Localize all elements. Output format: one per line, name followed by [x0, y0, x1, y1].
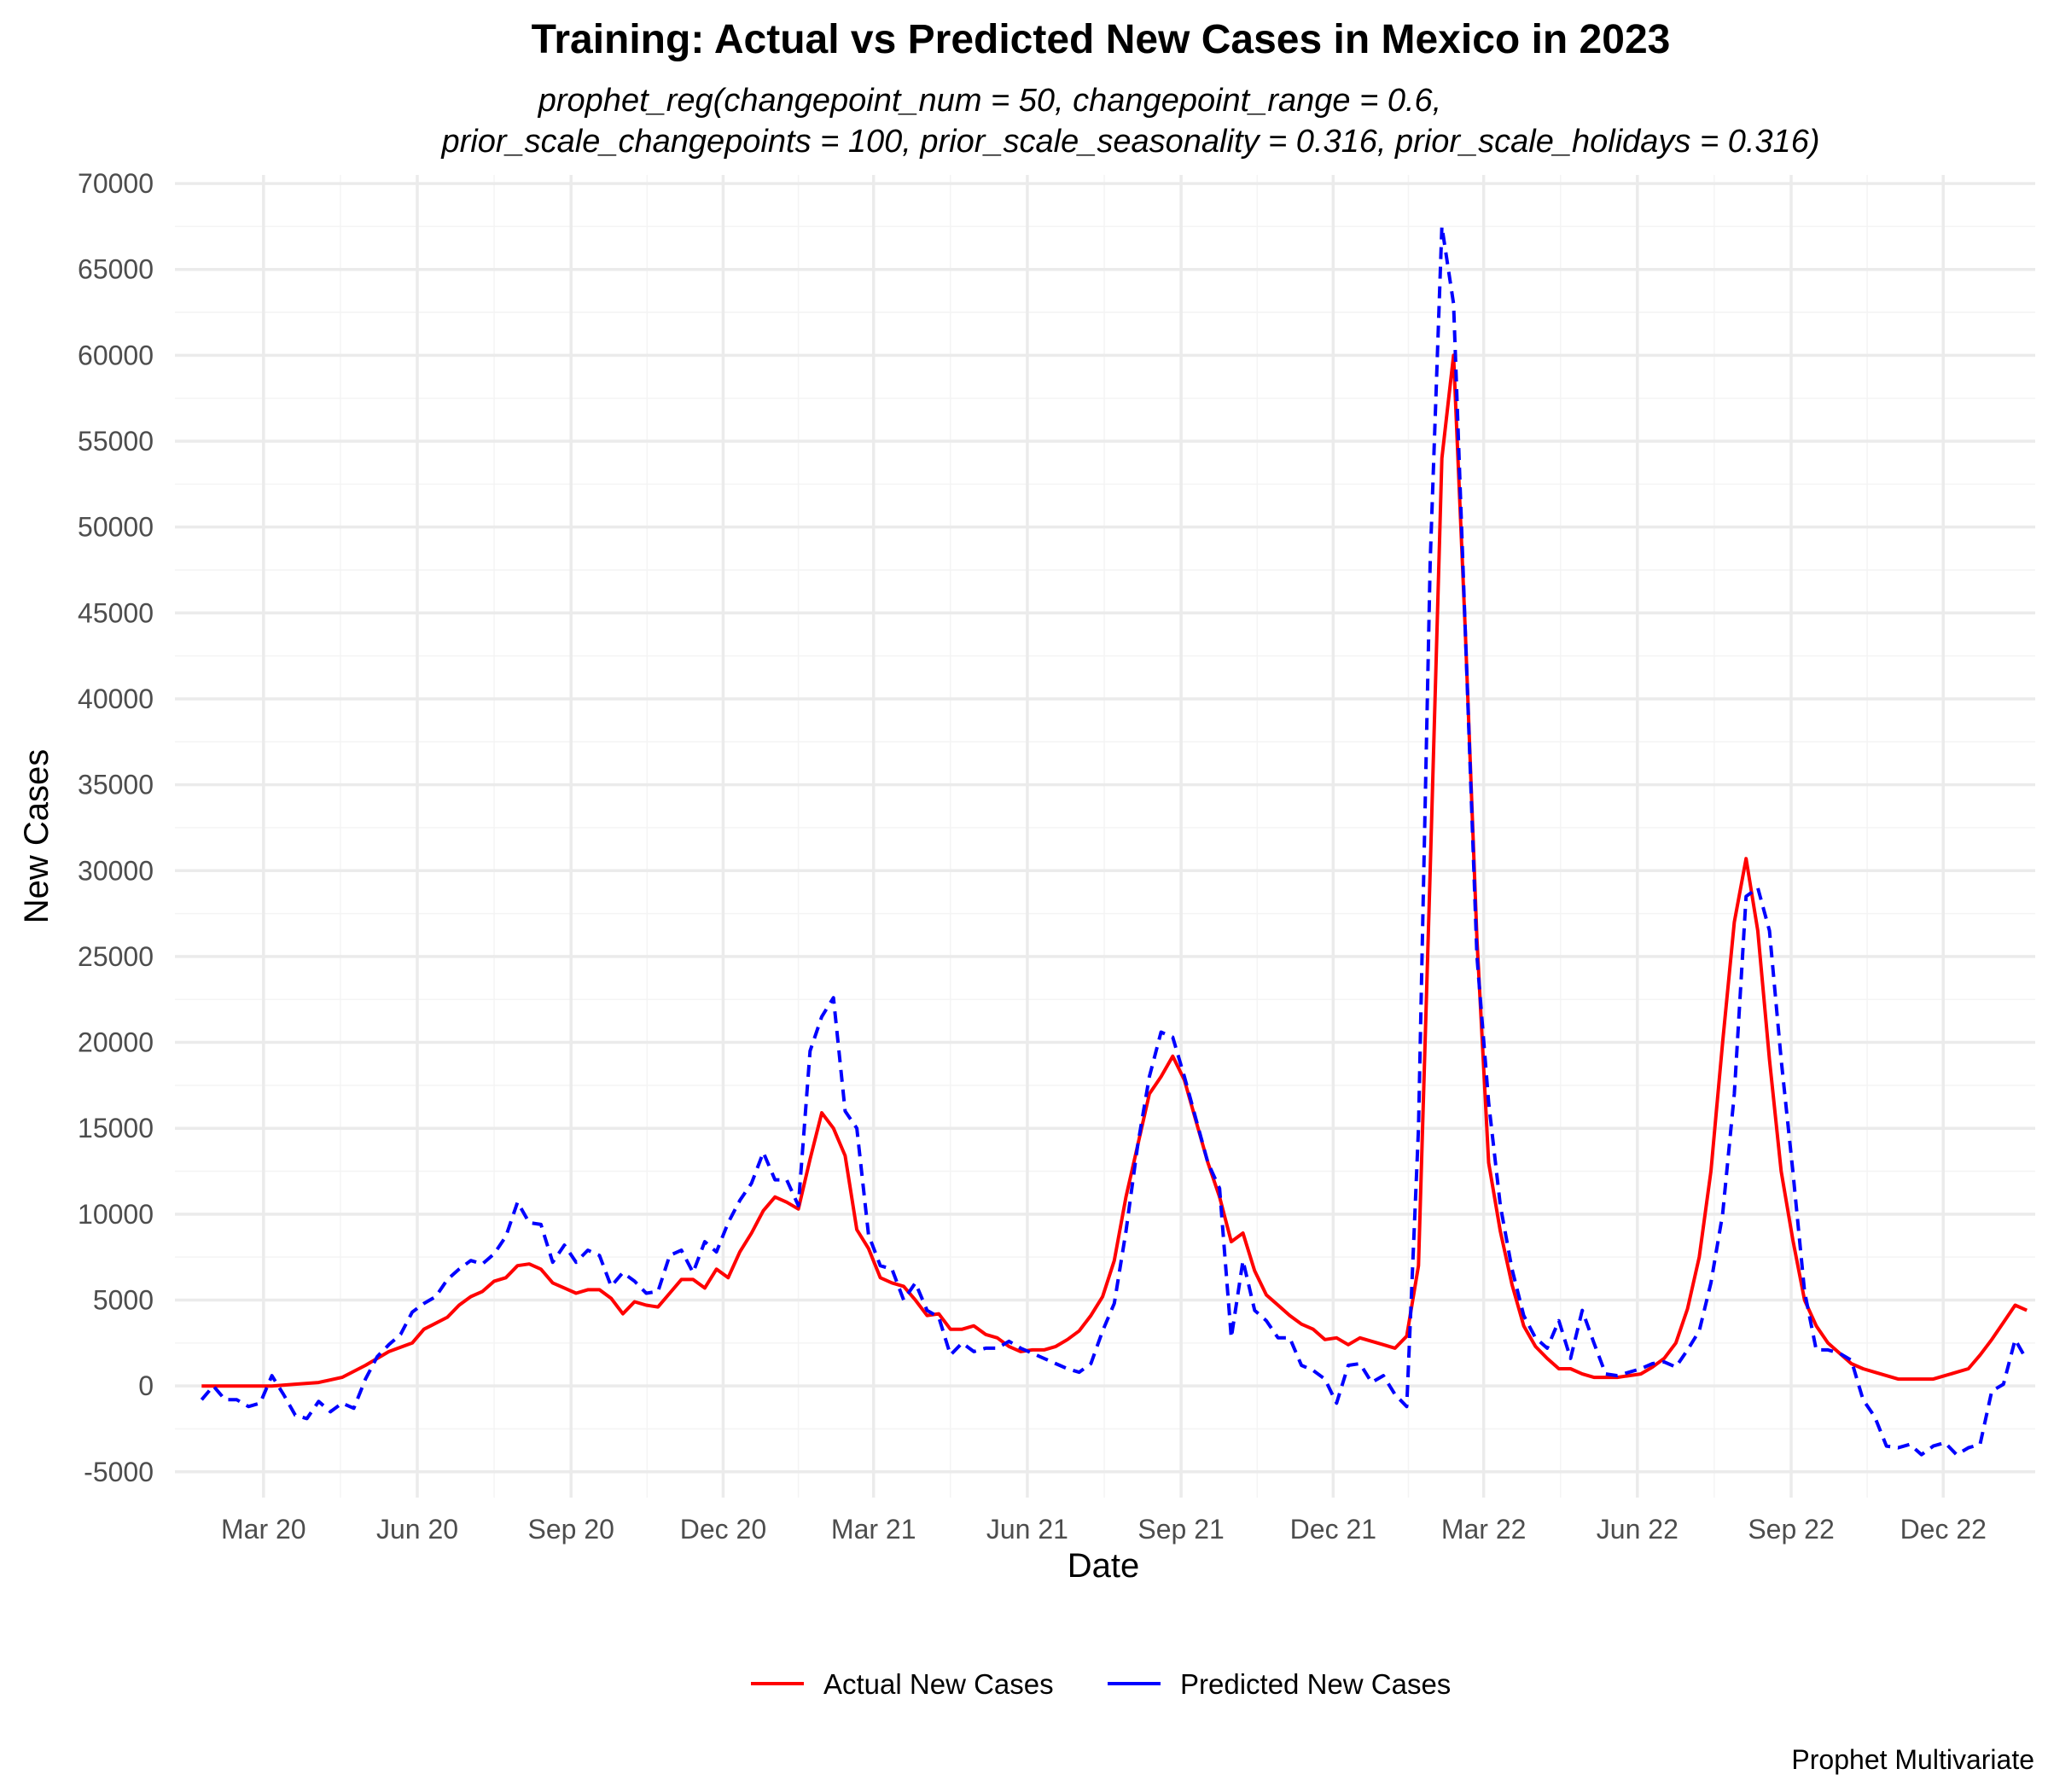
- y-tick-label: 25000: [78, 941, 154, 972]
- x-tick-label: Sep 21: [1137, 1514, 1224, 1545]
- chart-subtitle-line-1: prophet_reg(changepoint_num = 50, change…: [538, 83, 1442, 119]
- series-line-predicted: [200, 224, 2028, 1457]
- y-tick-label: 55000: [78, 426, 154, 457]
- series-layer: [200, 224, 2028, 1457]
- series-line-actual: [201, 353, 2028, 1388]
- x-tick-label: Jun 20: [376, 1514, 458, 1545]
- x-tick-label: Sep 22: [1748, 1514, 1834, 1545]
- y-tick-label: 5000: [93, 1285, 154, 1316]
- y-tick-label: 70000: [78, 168, 154, 199]
- y-tick-label: 0: [138, 1370, 154, 1401]
- legend-label-predicted: Predicted New Cases: [1180, 1668, 1451, 1700]
- chart-title: Training: Actual vs Predicted New Cases …: [532, 17, 1671, 62]
- y-tick-label: -5000: [84, 1457, 154, 1487]
- y-tick-label: 65000: [78, 254, 154, 285]
- y-tick-label: 10000: [78, 1199, 154, 1230]
- x-tick-label: Mar 21: [831, 1514, 916, 1545]
- y-tick-label: 20000: [78, 1027, 154, 1058]
- x-tick-label: Dec 22: [1900, 1514, 1987, 1545]
- plot-area: -5000 0 5000 10000 15000 20000 25000 30000 35000…: [78, 168, 2035, 1545]
- x-axis-ticks: Mar 20 Jun 20 Sep 20 Dec 20 Mar 21 Jun 21 Sep …: [221, 1514, 1987, 1545]
- y-axis-title: New Cases: [18, 749, 55, 924]
- x-axis-title: Date: [1068, 1547, 1140, 1585]
- y-tick-label: 15000: [78, 1113, 154, 1143]
- x-tick-label: Jun 22: [1597, 1514, 1679, 1545]
- x-tick-label: Dec 21: [1290, 1514, 1376, 1545]
- x-tick-label: Dec 20: [680, 1514, 766, 1545]
- x-tick-label: Sep 20: [527, 1514, 614, 1545]
- x-tick-label: Jun 21: [986, 1514, 1068, 1545]
- y-tick-label: 40000: [78, 684, 154, 714]
- y-tick-label: 35000: [78, 770, 154, 800]
- chart-subtitle-line-2: prior_scale_changepoints = 100, prior_sc…: [441, 124, 1820, 160]
- y-axis-ticks: -5000 0 5000 10000 15000 20000 25000 30000 35000…: [78, 168, 154, 1487]
- y-tick-label: 50000: [78, 512, 154, 543]
- legend-label-actual: Actual New Cases: [823, 1668, 1054, 1700]
- y-tick-label: 30000: [78, 855, 154, 886]
- x-tick-label: Mar 22: [1441, 1514, 1527, 1545]
- y-tick-label: 45000: [78, 597, 154, 628]
- grid-lines: [175, 175, 2035, 1498]
- chart-caption: Prophet Multivariate: [1791, 1744, 2034, 1775]
- x-tick-label: Mar 20: [221, 1514, 306, 1545]
- legend: Actual New Cases Predicted New Cases: [751, 1668, 1451, 1700]
- y-tick-label: 60000: [78, 340, 154, 370]
